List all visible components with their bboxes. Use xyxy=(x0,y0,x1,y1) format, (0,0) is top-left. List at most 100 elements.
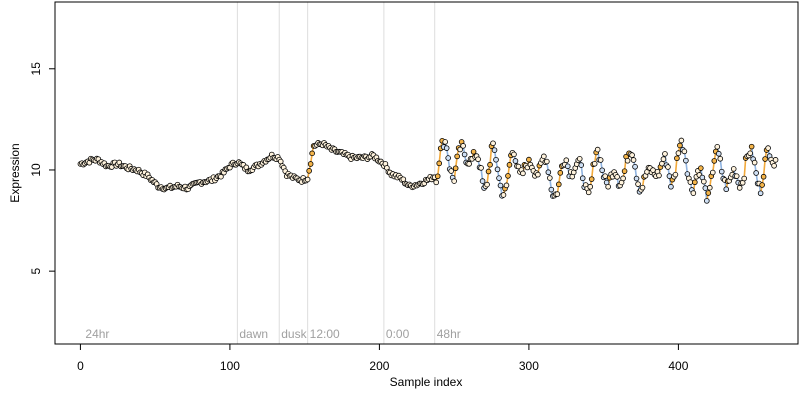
data-point xyxy=(706,184,713,191)
data-point xyxy=(633,175,640,182)
trend-lines xyxy=(80,140,777,202)
phase-label-2: dusk xyxy=(281,327,307,341)
data-point xyxy=(547,175,553,181)
data-point xyxy=(675,150,682,156)
data-point xyxy=(714,144,721,150)
data-point xyxy=(304,176,311,183)
data-point xyxy=(639,184,646,191)
x-tick-label: 300 xyxy=(519,359,539,373)
data-point xyxy=(500,192,507,198)
data-point xyxy=(678,137,685,144)
data-point xyxy=(690,190,697,196)
data-point xyxy=(668,183,674,190)
phase-label-4: 0:00 xyxy=(386,327,410,341)
data-point xyxy=(674,155,680,162)
data-point xyxy=(587,183,593,190)
data-point xyxy=(309,150,315,157)
data-point xyxy=(503,182,510,189)
data-point xyxy=(701,178,707,185)
data-point xyxy=(442,139,448,145)
data-point xyxy=(557,170,564,176)
data-point xyxy=(772,157,779,163)
data-point xyxy=(702,185,709,191)
data-point xyxy=(717,155,724,162)
data-point xyxy=(632,163,638,170)
data-point xyxy=(520,170,526,177)
data-point xyxy=(753,170,759,176)
data-point xyxy=(496,175,502,181)
data-point xyxy=(605,183,611,190)
data-point xyxy=(443,145,450,151)
data-point xyxy=(563,157,570,164)
data-point xyxy=(771,162,777,169)
data-point xyxy=(760,173,767,180)
data-point xyxy=(591,161,598,167)
data-point xyxy=(526,156,532,163)
data-point xyxy=(683,157,689,164)
data-point xyxy=(620,175,626,182)
data-point xyxy=(277,158,284,165)
data-point xyxy=(677,142,683,149)
y-axis-title: Expression xyxy=(8,143,22,202)
data-point xyxy=(588,176,595,182)
data-point xyxy=(747,150,753,157)
data-point xyxy=(436,160,443,167)
phase-label-1: dawn xyxy=(239,327,268,341)
data-point xyxy=(614,174,620,180)
data-point xyxy=(466,161,472,167)
data-point xyxy=(544,158,550,165)
x-tick-label: 100 xyxy=(220,359,240,373)
data-point xyxy=(451,178,457,184)
data-point xyxy=(479,178,486,184)
x-tick-label: 400 xyxy=(668,359,688,373)
data-point xyxy=(715,150,722,157)
data-point xyxy=(662,151,668,157)
x-tick-label: 200 xyxy=(369,359,389,373)
data-point xyxy=(556,181,562,188)
data-point xyxy=(484,181,490,188)
data-point xyxy=(741,175,747,182)
data-point xyxy=(452,165,459,172)
data-point xyxy=(487,161,493,168)
data-point xyxy=(506,162,513,168)
data-point xyxy=(535,171,541,178)
data-point xyxy=(602,173,608,179)
data-point xyxy=(656,172,662,179)
data-point xyxy=(599,167,605,174)
trend-segment xyxy=(762,158,766,177)
data-point xyxy=(659,160,665,167)
data-point xyxy=(491,147,498,153)
data-point xyxy=(629,152,635,158)
data-point xyxy=(512,158,519,164)
data-point xyxy=(759,182,765,188)
data-point xyxy=(723,186,730,193)
data-point xyxy=(541,153,547,160)
phase-label-5: 48hr xyxy=(437,327,461,341)
data-point xyxy=(733,173,740,179)
phase-label-0: 24hr xyxy=(85,327,109,341)
data-point xyxy=(434,173,441,180)
data-point xyxy=(493,156,499,163)
phase-markers: 24hr dawn dusk 12:00 0:00 48hr xyxy=(85,2,461,344)
data-point xyxy=(698,165,704,171)
data-point xyxy=(757,190,764,197)
data-points xyxy=(77,137,779,204)
data-point xyxy=(460,143,466,149)
data-point xyxy=(515,163,522,170)
data-point xyxy=(578,162,585,168)
data-point xyxy=(681,148,688,155)
data-point xyxy=(624,157,631,164)
data-point xyxy=(630,157,637,163)
data-point xyxy=(736,185,743,191)
plot-frame xyxy=(54,1,799,345)
trend-segment xyxy=(743,157,747,179)
y-axis: 5 10 15 xyxy=(29,62,55,274)
data-point xyxy=(306,168,312,174)
data-point xyxy=(705,190,712,196)
data-point xyxy=(445,155,451,161)
data-point xyxy=(307,161,314,167)
x-axis: 0 100 200 300 400 xyxy=(77,344,689,373)
data-point xyxy=(218,173,224,180)
y-tick-label: 10 xyxy=(29,163,43,177)
